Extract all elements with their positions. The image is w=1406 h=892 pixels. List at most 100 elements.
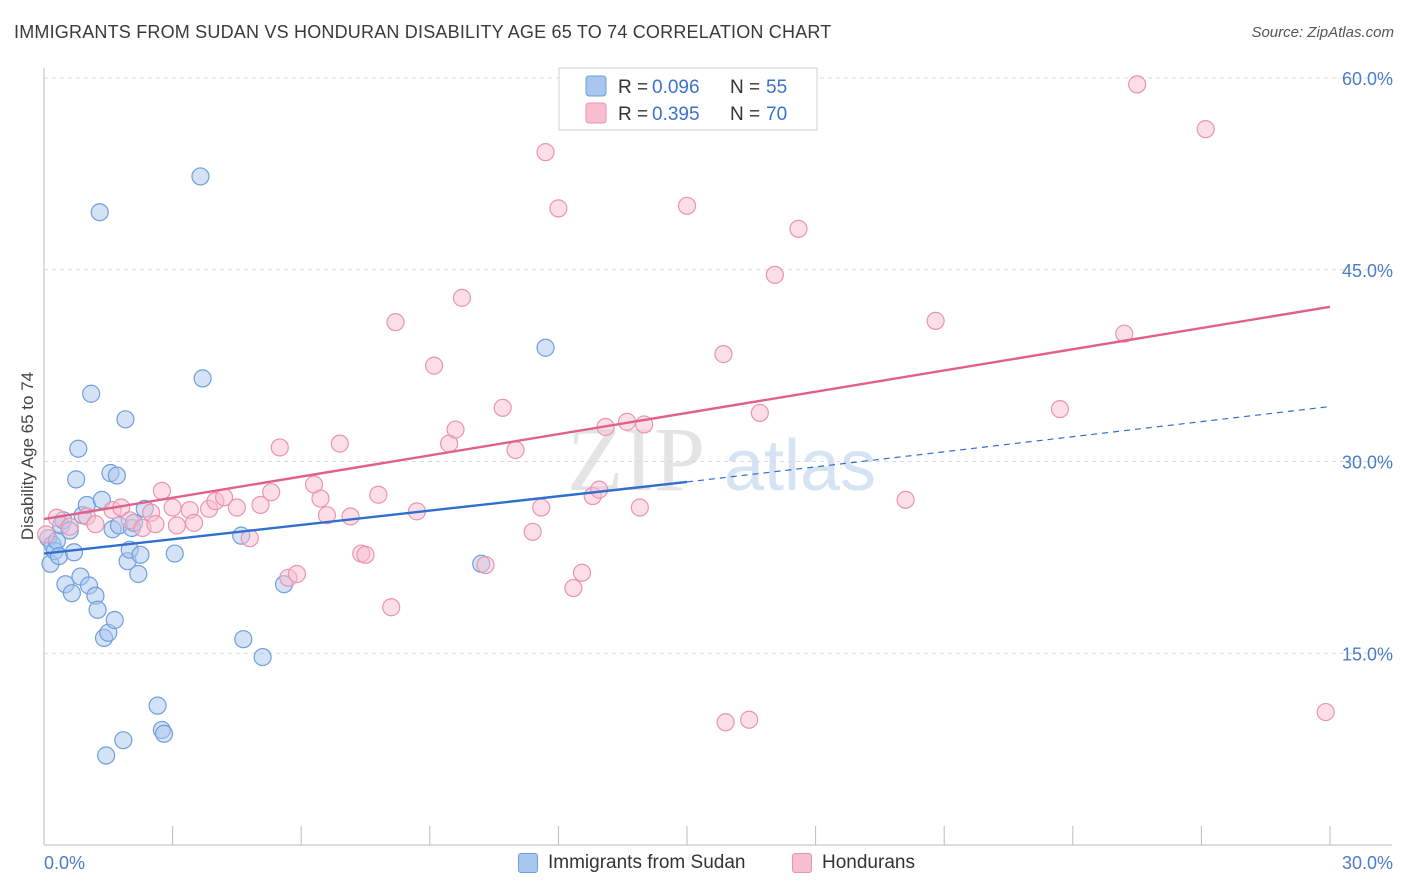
sudan-point [114,731,133,750]
hondurans-point [1050,399,1070,419]
source-label: Source: ZipAtlas.com [1251,24,1394,41]
sudan-point [234,630,253,649]
legend-swatch-blue [585,75,607,97]
hondurans-point [270,438,289,457]
hondurans-point [740,710,759,729]
legend-swatch-sudan [518,853,538,873]
y-axis-label: Disability Age 65 to 74 [18,372,37,540]
legend-n-label-2: N = [730,104,760,125]
sudan-point [67,470,86,489]
sudan-point [88,600,107,619]
hondurans-point [1316,702,1335,722]
x-tick-label-max: 30.0% [1342,853,1393,873]
y-tick-label: 15.0% [1342,644,1393,664]
legend-r-label-1: R = [618,77,648,98]
sudan-point [191,167,210,186]
hondurans-point [341,507,360,526]
gridlines [44,77,1392,654]
hondurans-point [506,440,525,460]
hondurans-point [311,489,330,508]
sudan-point [105,610,124,630]
sudan-point [165,544,184,563]
sudan-point [154,724,174,743]
hondurans-point [926,311,945,330]
hondurans-trend-line [43,305,1331,521]
hondurans-point [564,578,583,598]
hondurans-point [356,545,375,564]
chart-title: IMMIGRANTS FROM SUDAN VS HONDURAN DISABI… [14,22,832,42]
hondurans-point [227,498,246,517]
hondurans-point [184,513,204,532]
hondurans-point [493,398,512,417]
hondurans-point [163,498,182,517]
series-hondurans-points [37,75,1335,732]
legend-item-sudan: Immigrants from Sudan [518,852,745,874]
hondurans-point [549,199,568,218]
legend-n-value-1: 55 [766,77,787,98]
legend-r-value-2: 0.395 [652,104,700,125]
hondurans-point [424,356,444,375]
hondurans-point [369,485,388,504]
sudan-point [90,203,109,222]
legend-label-sudan: Immigrants from Sudan [548,852,746,873]
hondurans-point [167,516,186,535]
hondurans-point [251,495,270,515]
sudan-point [193,369,212,388]
hondurans-point [382,598,401,617]
axes [43,68,1392,846]
y-tick-label: 30.0% [1342,453,1393,473]
y-tick-label: 60.0% [1342,69,1393,89]
hondurans-point [146,515,165,534]
y-tick-label: 45.0% [1342,261,1393,281]
sudan-point [129,564,148,584]
hondurans-point [37,525,56,544]
hondurans-point [750,403,769,423]
sudan-point [253,647,272,667]
hondurans-point [1196,120,1215,139]
legend-item-hondurans: Hondurans [792,852,915,874]
sudan-point [536,338,555,357]
legend-swatch-pink [585,102,607,124]
hondurans-point [532,498,551,517]
hondurans-point [262,483,281,502]
hondurans-point [523,522,542,541]
hondurans-point [386,313,405,332]
sudan-trend-extension [686,405,1331,483]
sudan-point [107,466,126,485]
sudan-point [148,696,167,715]
hondurans-point [476,555,495,575]
hondurans-point [572,563,592,582]
hondurans-point [452,288,472,307]
sudan-trend-line [43,480,688,555]
hondurans-point [330,434,349,453]
hondurans-point [714,345,733,364]
sudan-point [116,410,135,429]
sudan-point [62,584,81,603]
trend-lines [43,305,1331,555]
legend-r-value-1: 0.096 [652,77,700,98]
hondurans-point [630,498,649,517]
y-tick-labels: 15.0% 30.0% 45.0% 60.0% [1342,69,1393,664]
hondurans-point [590,480,609,499]
legend-n-label-1: N = [730,77,760,98]
hondurans-point [789,219,808,238]
hondurans-point [86,515,105,534]
sudan-point [82,384,101,403]
sudan-point [131,545,150,564]
legend-box: R = 0.096 N = 55 R = 0.395 N = 70 [558,67,818,131]
hondurans-point [536,143,555,162]
hondurans-point [896,490,915,509]
watermark-atlas: atlas [724,426,876,506]
hondurans-point [1127,75,1147,94]
x-tick-label-min: 0.0% [44,853,85,873]
legend-r-label-2: R = [618,104,648,125]
hondurans-point [60,517,79,536]
hondurans-point [765,265,784,284]
hondurans-point [446,420,465,439]
sudan-point [97,746,116,765]
legend-swatch-hondurans [792,853,812,873]
legend-label-hondurans: Hondurans [822,852,915,873]
sudan-point [69,439,88,458]
legend-n-value-2: 70 [766,104,787,125]
series-sudan-points [39,167,555,765]
